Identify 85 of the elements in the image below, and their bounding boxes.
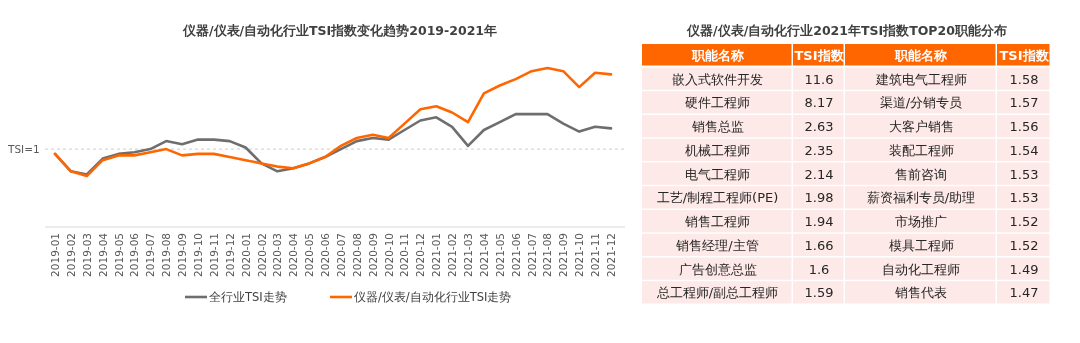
x-tick-label: 2019-10 bbox=[191, 233, 204, 277]
x-tick-label: 2021-11 bbox=[589, 233, 602, 277]
x-tick-label: 2021-03 bbox=[462, 233, 475, 277]
text: 职能名称 bbox=[690, 47, 745, 63]
data-label: 1.98 bbox=[804, 190, 834, 206]
x-tick-label: 2021-07 bbox=[525, 233, 538, 277]
data-label: 1.53 bbox=[1009, 190, 1039, 206]
x-tick-label: 2020-05 bbox=[303, 233, 316, 277]
category-label: 自动化工程师 bbox=[882, 261, 960, 277]
x-tick-label: 2020-08 bbox=[350, 233, 363, 277]
x-tick-label: 2020-02 bbox=[255, 233, 268, 277]
data-label: 1.56 bbox=[1009, 119, 1039, 134]
x-tick-label: 2021-01 bbox=[430, 233, 443, 277]
data-label: 2.63 bbox=[804, 119, 834, 134]
data-label: 1.94 bbox=[804, 214, 834, 229]
x-tick-label: 2021-04 bbox=[477, 232, 490, 277]
x-tick-label: 2019-02 bbox=[64, 233, 77, 277]
category-label: 电气工程师 bbox=[685, 166, 750, 182]
x-tick-label: 2020-09 bbox=[366, 233, 379, 277]
x-tick-label: 2019-09 bbox=[176, 233, 189, 277]
x-tick-label: 2021-09 bbox=[557, 233, 570, 277]
text: 职能名称 bbox=[894, 47, 948, 63]
x-tick-label: 2020-12 bbox=[414, 233, 427, 277]
x-tick-label: 2019-04 bbox=[96, 232, 109, 277]
legend-label: 全行业TSI走势 bbox=[209, 290, 287, 304]
x-tick-label: 2019-12 bbox=[223, 233, 236, 277]
data-label: 1.47 bbox=[1009, 285, 1039, 301]
category-label: 建筑电气工程师 bbox=[874, 71, 967, 87]
data-label: 2.14 bbox=[804, 166, 834, 182]
x-tick-label: 2020-06 bbox=[319, 232, 332, 277]
data-label: 8.17 bbox=[804, 95, 834, 111]
data-label: 1.52 bbox=[1009, 237, 1039, 253]
x-tick-label: 2021-05 bbox=[493, 233, 506, 277]
x-tick-label: 2019-07 bbox=[144, 233, 157, 277]
x-tick-label: 2021-12 bbox=[605, 233, 617, 277]
data-label: 1.54 bbox=[1009, 142, 1039, 158]
category-label: 总工程师/副总工程师 bbox=[655, 285, 779, 301]
category-label: 广告创意总监 bbox=[678, 261, 757, 277]
category-label: 售前咨询 bbox=[895, 166, 947, 182]
text: 仪器/仪表/自动化行业2021年TSI指数TOP20职能分布 bbox=[686, 23, 1007, 38]
x-tick-label: 2019-01 bbox=[49, 233, 61, 277]
x-tick-label: 2020-11 bbox=[398, 233, 411, 277]
x-tick-label: 2020-07 bbox=[334, 233, 347, 277]
x-tick-label: 2019-06 bbox=[128, 232, 141, 277]
category-label: 硬件工程师 bbox=[685, 95, 750, 111]
category-label: 装配工程师 bbox=[888, 142, 954, 158]
x-tick-label: 2021-10 bbox=[573, 233, 586, 277]
x-tick-label: 2021-08 bbox=[541, 233, 554, 277]
data-label: 1.58 bbox=[1009, 71, 1039, 87]
data-label: 11.6 bbox=[804, 71, 834, 87]
category-label: 模具工程师 bbox=[888, 237, 954, 253]
x-tick-label: 2021-02 bbox=[446, 233, 459, 277]
category-label: 薪资福利专员/助理 bbox=[866, 190, 976, 206]
data-label: 1.53 bbox=[1009, 166, 1039, 182]
category-label: 渠道/分销专员 bbox=[879, 95, 963, 111]
x-tick-label: 2020-04 bbox=[287, 232, 300, 277]
category-label: 嵌入式软件开发 bbox=[672, 71, 763, 87]
x-tick-label: 2019-08 bbox=[160, 233, 173, 277]
data-label: 1.52 bbox=[1009, 214, 1039, 229]
text: TSI指数 bbox=[999, 47, 1050, 63]
text: TSI=1 bbox=[7, 143, 40, 156]
x-tick-label: 2020-10 bbox=[382, 233, 395, 277]
x-tick-label: 2020-01 bbox=[239, 233, 252, 277]
chart-title: 仪器/仪表/自动化行业TSI指数变化趋势2019-2021年 bbox=[181, 23, 498, 38]
x-tick-label: 2020-03 bbox=[271, 233, 284, 277]
data-label: 1.66 bbox=[804, 237, 834, 253]
data-label: 1.6 bbox=[808, 261, 830, 277]
category-label: 销售工程师 bbox=[684, 214, 750, 229]
x-tick-label: 2019-03 bbox=[80, 233, 93, 277]
category-label: 机械工程师 bbox=[685, 142, 750, 158]
category-label: 销售经理/主管 bbox=[675, 237, 759, 253]
category-label: 工艺/制程工程师(PE) bbox=[656, 190, 779, 206]
x-tick-label: 2021-06 bbox=[509, 232, 522, 277]
category-label: 市场推广 bbox=[895, 214, 947, 229]
data-label: 2.35 bbox=[804, 142, 834, 158]
x-tick-label: 2019-11 bbox=[207, 233, 220, 277]
category-label: 销售代表 bbox=[894, 285, 947, 301]
category-label: 销售总监 bbox=[690, 119, 744, 134]
data-label: 1.57 bbox=[1009, 95, 1039, 111]
text: TSI指数 bbox=[794, 47, 845, 63]
x-tick-label: 2019-05 bbox=[112, 233, 125, 277]
category-label: 大客户销售 bbox=[888, 119, 954, 134]
data-label: 1.59 bbox=[804, 285, 834, 301]
data-label: 1.49 bbox=[1009, 261, 1039, 277]
legend-label: 仪器/仪表/自动化行业TSI走势 bbox=[354, 290, 512, 304]
